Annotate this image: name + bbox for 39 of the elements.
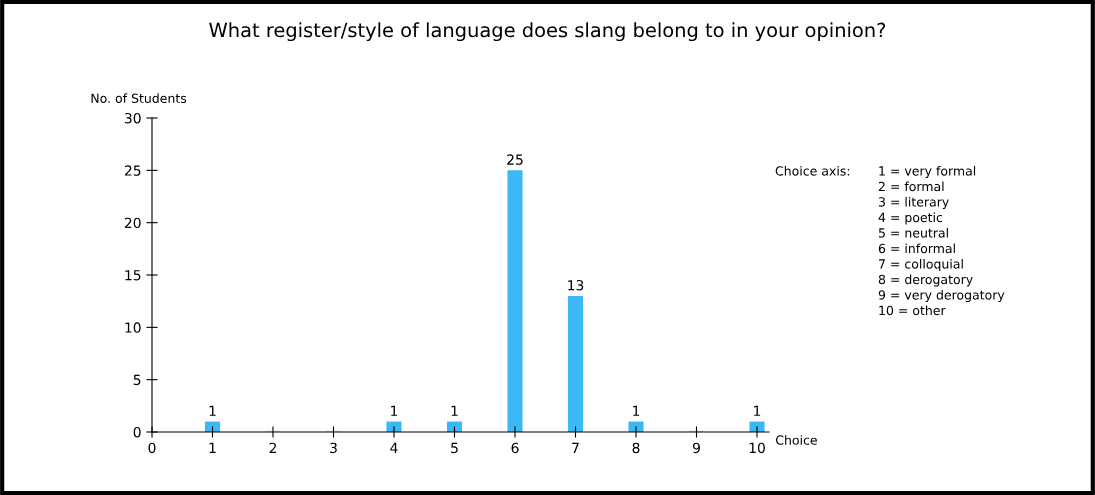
text: Choice axis:	[775, 165, 850, 176]
text: 8 = derogatory	[878, 274, 973, 287]
x-tick-label: 7	[572, 442, 579, 453]
y-tick-label: 25	[124, 165, 141, 176]
text: 6 = informal	[878, 243, 955, 254]
data-label: 1	[391, 405, 398, 416]
x-tick-label: 5	[451, 442, 458, 454]
x-tick-label: 10	[749, 442, 765, 454]
x-tick-label: 6	[511, 442, 519, 454]
x-tick-label: 1	[209, 442, 216, 453]
text: 9 = very derogatory	[878, 289, 1005, 303]
data-label: 1	[633, 405, 640, 416]
y-tick-label: 5	[133, 374, 141, 386]
y-tick-label: 20	[124, 217, 141, 229]
text: 3 = literary	[878, 196, 949, 210]
y-axis-title: No. of Students	[91, 93, 187, 104]
y-tick-label: 10	[125, 322, 141, 333]
y-tick-label: 15	[125, 270, 141, 281]
x-axis-title: Choice	[775, 435, 817, 445]
chart-title: What register/style of language does slang belong to in your opinion?	[209, 22, 886, 42]
data-label: 13	[568, 279, 584, 291]
text: 4 = poetic	[878, 212, 943, 225]
data-label: 1	[209, 405, 216, 416]
data-label: 1	[451, 405, 458, 416]
text: 5 = neutral	[878, 227, 948, 238]
text: 1 = very formal	[879, 165, 976, 179]
x-tick-label: 3	[330, 442, 337, 454]
x-tick-label: 0	[148, 442, 156, 454]
y-tick-label: 30	[124, 112, 141, 124]
data-label: 1	[754, 405, 761, 416]
text: 7 = colloquial	[879, 258, 963, 272]
data-label: 25	[507, 154, 523, 165]
x-tick-label: 9	[692, 442, 700, 454]
y-tick-label: 0	[133, 426, 141, 438]
x-tick-label: 2	[269, 442, 277, 453]
x-tick-label: 4	[390, 442, 398, 453]
x-tick-label: 8	[632, 442, 640, 454]
text: 2 = formal	[878, 181, 944, 192]
text: 10 = other	[879, 305, 946, 316]
